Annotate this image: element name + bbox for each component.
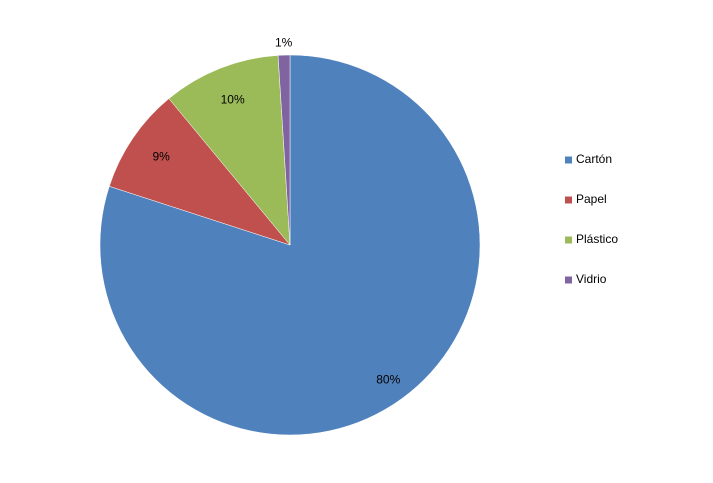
- legend-label: Cartón: [576, 152, 612, 166]
- pie-slice: [99, 54, 481, 436]
- data-label: 80%: [376, 372, 400, 386]
- legend-marker: [565, 276, 572, 284]
- legend-marker: [565, 196, 572, 204]
- data-label: 1%: [275, 35, 293, 49]
- legend-label: Papel: [576, 192, 607, 206]
- data-label: 9%: [152, 150, 170, 164]
- pie-slice: [277, 54, 291, 246]
- pie-slice: [168, 55, 291, 246]
- legend-label: Plástico: [576, 232, 618, 246]
- legend-label: Vidrio: [576, 272, 607, 286]
- legend-marker: [565, 236, 572, 244]
- legend-marker: [565, 156, 572, 164]
- data-label: 10%: [221, 92, 245, 106]
- pie-slice: [108, 98, 291, 246]
